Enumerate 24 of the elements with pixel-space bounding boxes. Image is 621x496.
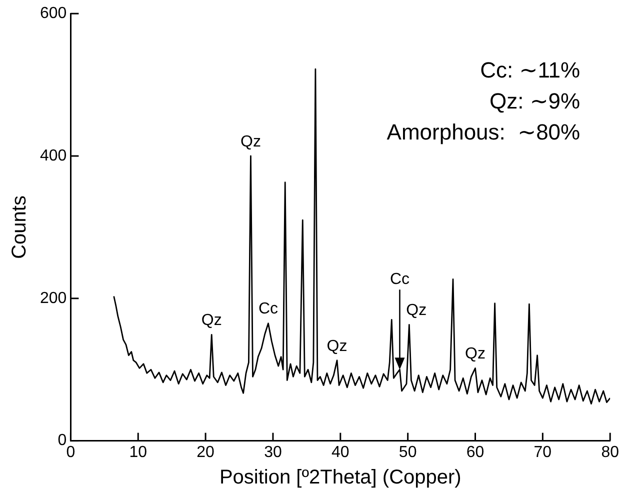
x-tick-label: 40 — [332, 444, 350, 461]
annotation: Amorphous: ∼80% — [386, 120, 580, 145]
x-tick-label: 80 — [601, 444, 620, 461]
x-tick-label: 10 — [129, 444, 148, 461]
x-tick-label: 60 — [466, 444, 484, 461]
annotation: Qz: ∼9% — [490, 88, 580, 114]
y-tick-label: 400 — [40, 147, 67, 164]
x-axis-title: Position [º2Theta] (Copper) — [219, 466, 462, 489]
annotation: Qz — [465, 346, 486, 363]
y-axis-title: Counts — [8, 196, 31, 259]
x-tick-label: 30 — [264, 444, 282, 461]
x-tick-label: 20 — [196, 444, 215, 461]
y-tick-label: 0 — [58, 432, 67, 450]
annotation: Cc — [390, 271, 410, 288]
annotation: Qz — [201, 312, 222, 330]
annotation: Qz — [240, 133, 261, 150]
annotation: Qz — [406, 302, 427, 320]
annotation: Qz — [326, 338, 348, 355]
x-tick-label: 50 — [398, 444, 417, 461]
annotation: Cc: ∼11% — [480, 58, 580, 83]
annotation: Cc — [258, 300, 278, 318]
y-tick-label: 600 — [40, 5, 67, 22]
y-tick-label: 200 — [40, 290, 67, 307]
x-tick-label: 70 — [534, 444, 552, 461]
